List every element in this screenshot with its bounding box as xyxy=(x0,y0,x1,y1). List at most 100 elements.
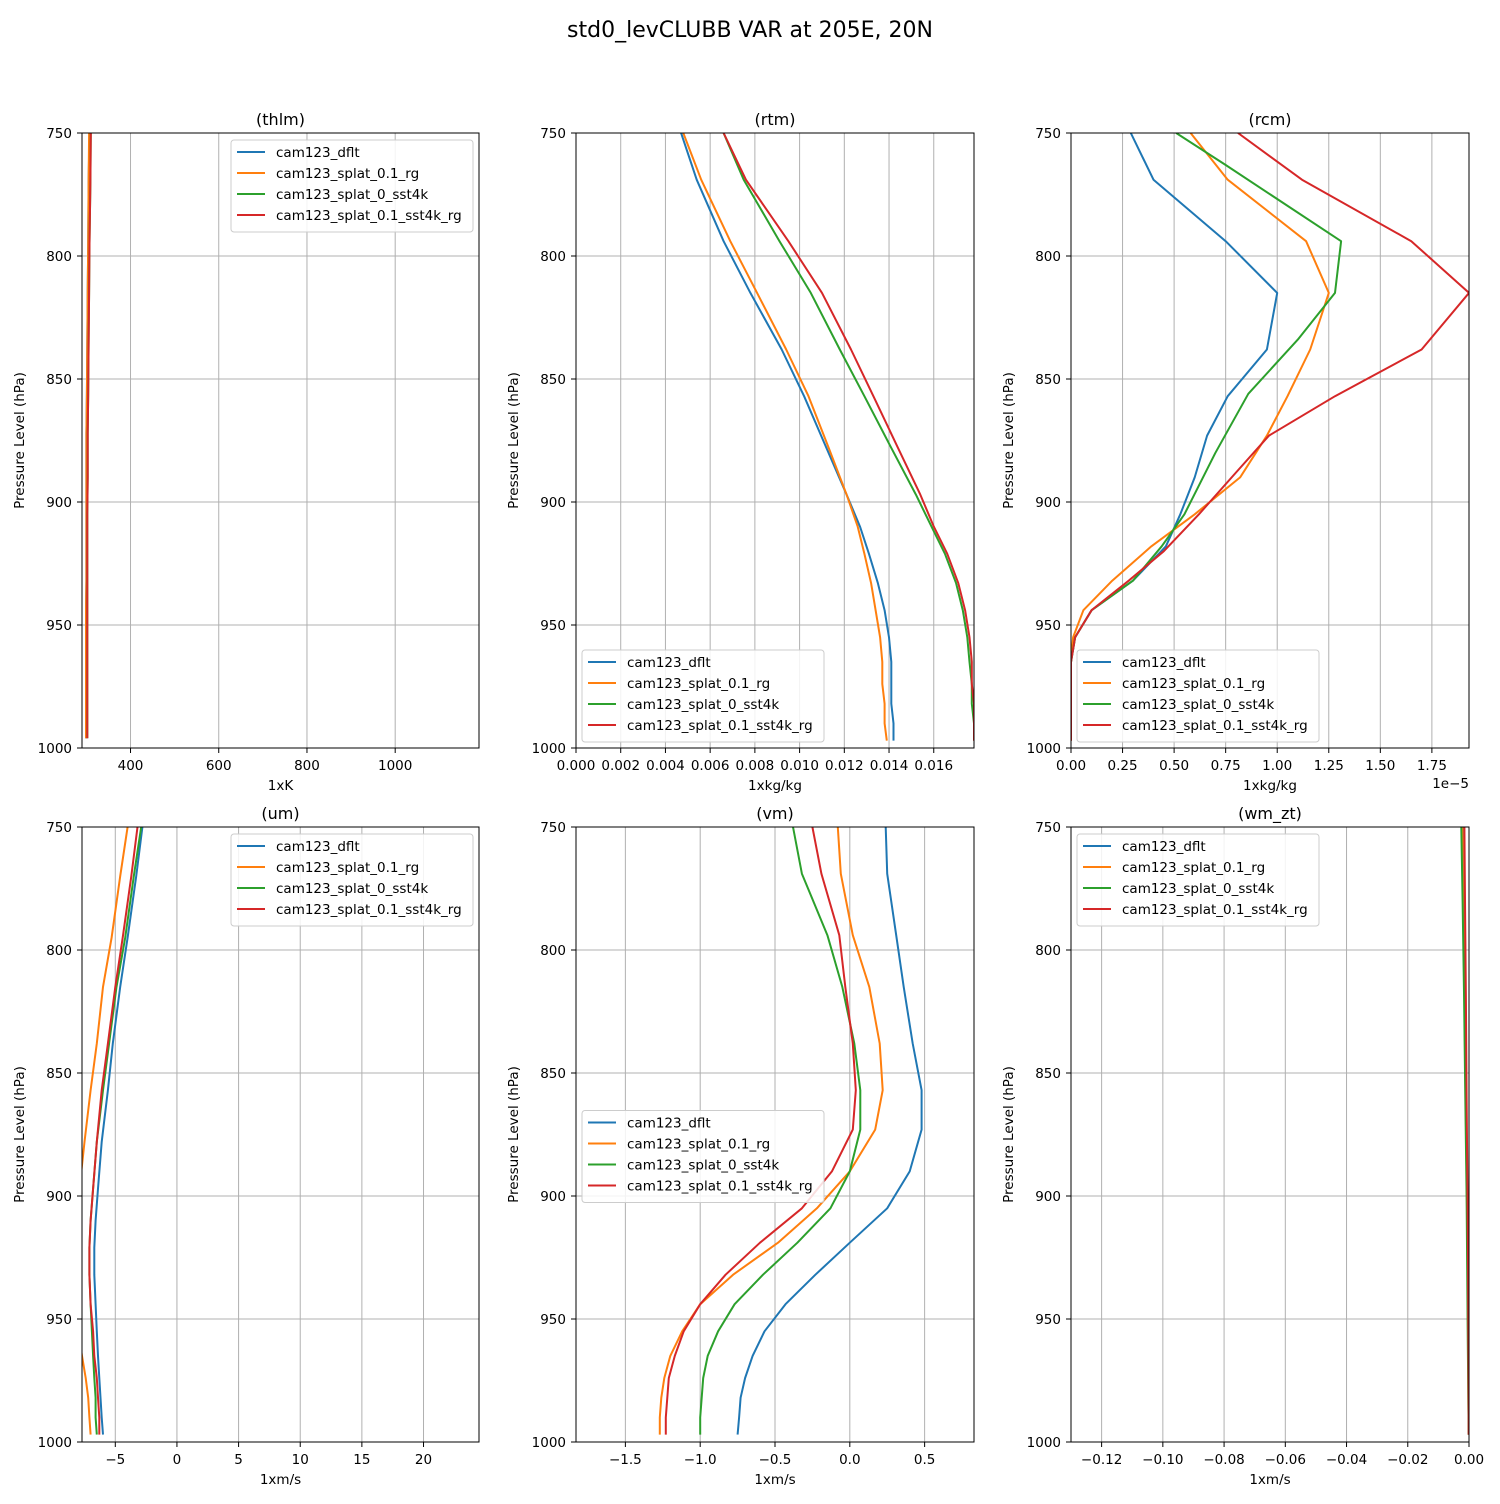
axes-frame xyxy=(575,132,975,749)
y-tick-label: 850 xyxy=(46,1066,72,1082)
legend-label: cam123_splat_0.1_sst4k_rg xyxy=(276,208,462,224)
x-tick-label: −1.5 xyxy=(609,1452,642,1468)
legend-label: cam123_splat_0.1_sst4k_rg xyxy=(276,902,462,918)
series-line-cam123_splat_0_sst4k xyxy=(1071,133,1343,741)
y-tick-label: 950 xyxy=(46,618,72,634)
subplot-um: −5 0 5 10 15 20 750 800 850 900 950 1000 (um) 1xm/s Pr… xyxy=(12,804,480,1488)
legend: cam123_dflt cam123_splat_0.1_rg cam123_spl… xyxy=(1076,833,1320,927)
figure-title: std0_levCLUBB VAR at 205E, 20N xyxy=(567,18,933,43)
subplot-rtm: 0.000 0.002 0.004 0.006 0.008 0.010 0.012 0.014… xyxy=(506,110,975,794)
axes-frame xyxy=(1070,826,1470,1443)
subplot-title: (thlm) xyxy=(256,110,305,129)
y-tick-label: 900 xyxy=(46,1189,72,1205)
y-tick-label: 1000 xyxy=(38,741,72,757)
subplot-rcm: 0.00 0.25 0.50 0.75 1.00 1.25 1.50 1.75 750 800 85… xyxy=(1001,110,1470,794)
legend-label: cam123_dflt xyxy=(627,655,711,671)
x-tick-label: 1.25 xyxy=(1314,758,1344,774)
x-tick-label: 0.0 xyxy=(839,1452,860,1468)
y-tick-label: 750 xyxy=(46,820,72,836)
legend-box xyxy=(581,1110,825,1203)
x-tick-label: 0 xyxy=(173,1452,182,1468)
y-tick-label: 900 xyxy=(46,495,72,511)
y-tick-label: 800 xyxy=(540,249,566,265)
y-tick-label: 1000 xyxy=(532,1435,566,1451)
x-tick-label: −1.0 xyxy=(684,1452,717,1468)
x-tick-label: 1.50 xyxy=(1365,758,1395,774)
y-tick-label: 850 xyxy=(1035,1066,1061,1082)
legend-label: cam123_splat_0.1_rg xyxy=(1122,860,1265,876)
series-line-cam123_splat_0.1_sst4k_rg xyxy=(86,133,92,739)
x-tick-label: 0.75 xyxy=(1211,758,1241,774)
axes-frame xyxy=(81,826,480,1443)
x-tick-label: −0.10 xyxy=(1142,1452,1183,1468)
x-axis-label: 1xm/s xyxy=(260,1472,301,1488)
x-tick-label: −0.02 xyxy=(1387,1452,1428,1468)
legend-label: cam123_dflt xyxy=(1122,655,1206,671)
y-tick-label: 750 xyxy=(1035,820,1061,836)
legend: cam123_dflt cam123_splat_0.1_rg cam123_spl… xyxy=(230,833,474,927)
legend-label: cam123_splat_0.1_rg xyxy=(276,860,419,876)
y-tick-label: 850 xyxy=(540,372,566,388)
x-tick-label: 5 xyxy=(234,1452,243,1468)
y-tick-label: 800 xyxy=(1035,943,1061,959)
x-tick-label: 0.008 xyxy=(736,758,775,774)
series-line-cam123_dflt xyxy=(680,133,895,741)
legend-label: cam123_splat_0.1_sst4k_rg xyxy=(1122,902,1308,918)
subplot-title: (vm) xyxy=(756,804,794,823)
x-offset-text: 1e−5 xyxy=(1432,776,1469,792)
legend-label: cam123_splat_0_sst4k xyxy=(1122,697,1274,713)
y-tick-label: 950 xyxy=(1035,1312,1061,1328)
y-axis-label: Pressure Level (hPa) xyxy=(1001,372,1017,509)
legend-label: cam123_splat_0.1_rg xyxy=(1122,676,1265,692)
series-line-cam123_splat_0.1_rg xyxy=(82,827,129,1435)
y-tick-label: 800 xyxy=(540,943,566,959)
legend-label: cam123_splat_0.1_rg xyxy=(627,676,770,692)
x-axis-label: 1xkg/kg xyxy=(748,778,802,794)
axes-frame xyxy=(1070,132,1470,749)
y-tick-label: 750 xyxy=(46,126,72,142)
subplot-wm_zt: −0.12 −0.10 −0.08 −0.06 −0.04 −0.02 0.00 750 800… xyxy=(1001,804,1484,1488)
y-tick-label: 750 xyxy=(540,126,566,142)
y-tick-label: 900 xyxy=(1035,1189,1061,1205)
x-tick-label: 1.00 xyxy=(1262,758,1292,774)
axes-frame xyxy=(575,826,975,1443)
series-line-cam123_splat_0.1_sst4k_rg xyxy=(664,827,857,1435)
series-group xyxy=(1071,133,1469,741)
x-axis-label: 1xm/s xyxy=(1249,1472,1290,1488)
legend-label: cam123_dflt xyxy=(627,1116,711,1132)
legend-label: cam123_splat_0_sst4k xyxy=(627,1158,779,1174)
x-tick-label: 800 xyxy=(294,758,320,774)
series-line-cam123_splat_0.1_sst4k_rg xyxy=(1071,133,1469,741)
x-tick-label: 0.00 xyxy=(1056,758,1086,774)
series-line-cam123_dflt xyxy=(736,827,923,1435)
legend-label: cam123_splat_0.1_sst4k_rg xyxy=(1122,718,1308,734)
y-tick-label: 900 xyxy=(540,1189,566,1205)
x-tick-label: 0.5 xyxy=(914,1452,935,1468)
x-tick-label: −0.5 xyxy=(759,1452,792,1468)
x-tick-label: 0.010 xyxy=(780,758,819,774)
legend-box xyxy=(230,833,474,927)
y-tick-label: 1000 xyxy=(38,1435,72,1451)
subplot-thlm: 400 600 800 1000 750 800 850 900 950 1000 (thlm) 1x… xyxy=(12,110,480,794)
series-group xyxy=(85,133,92,739)
x-axis-label: 1xK xyxy=(268,778,295,794)
y-tick-label: 750 xyxy=(540,820,566,836)
x-tick-label: −0.04 xyxy=(1326,1452,1367,1468)
y-tick-label: 900 xyxy=(540,495,566,511)
x-tick-label: 20 xyxy=(415,1452,432,1468)
y-tick-label: 850 xyxy=(46,372,72,388)
x-tick-label: −0.06 xyxy=(1265,1452,1306,1468)
y-axis-label: Pressure Level (hPa) xyxy=(506,372,522,509)
x-tick-label: 10 xyxy=(292,1452,309,1468)
x-tick-label: 1000 xyxy=(378,758,412,774)
y-tick-label: 900 xyxy=(1035,495,1061,511)
x-tick-label: −0.08 xyxy=(1203,1452,1244,1468)
y-tick-label: 950 xyxy=(540,1312,566,1328)
x-axis-label: 1xkg/kg xyxy=(1243,778,1297,794)
subplot-title: (um) xyxy=(261,804,299,823)
legend-box xyxy=(1076,649,1320,743)
legend-box xyxy=(581,649,825,743)
legend-label: cam123_splat_0_sst4k xyxy=(627,697,779,713)
y-axis-label: Pressure Level (hPa) xyxy=(1001,1066,1017,1203)
series-line-cam123_splat_0.1_sst4k_rg xyxy=(88,827,139,1435)
